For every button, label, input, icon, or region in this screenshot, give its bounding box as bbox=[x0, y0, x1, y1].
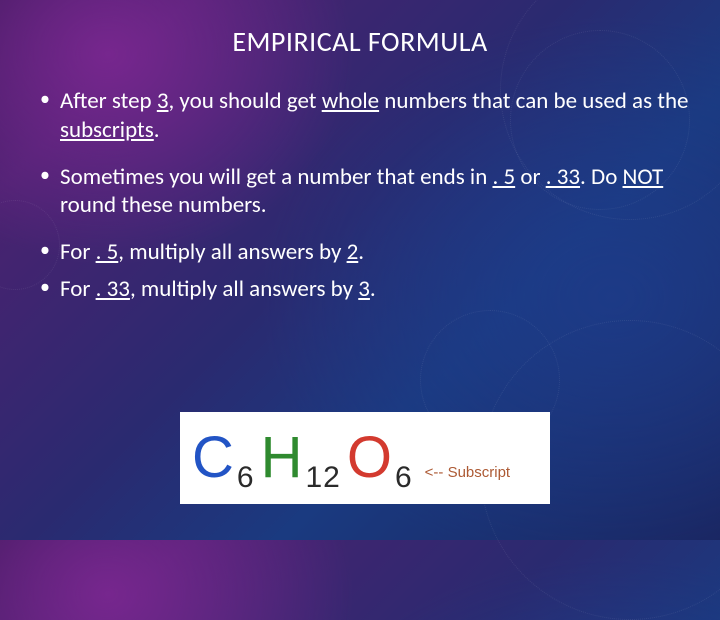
subscript: 6 bbox=[237, 463, 255, 493]
text: . Do bbox=[580, 163, 623, 191]
text: round these numbers. bbox=[60, 191, 267, 219]
element-h: H bbox=[261, 429, 304, 487]
underline-text: . 5 bbox=[492, 163, 515, 191]
underline-text: 2 bbox=[347, 238, 359, 266]
text: or bbox=[515, 163, 546, 191]
text: numbers that can be used as the bbox=[379, 87, 688, 115]
underline-text: . 5 bbox=[96, 238, 119, 266]
chemical-formula: C 6 H 12 O 6 bbox=[192, 429, 419, 487]
underline-text: subscripts bbox=[60, 116, 154, 144]
text: Sometimes you will get a number that end… bbox=[60, 163, 492, 191]
bullet-item-1: After step 3, you should get whole numbe… bbox=[36, 87, 690, 145]
underline-text: . 33 bbox=[546, 163, 580, 191]
underline-text: whole bbox=[322, 87, 379, 115]
text: For bbox=[60, 275, 96, 303]
bullet-item-2: Sometimes you will get a number that end… bbox=[36, 163, 690, 221]
text: , multiply all answers by bbox=[118, 238, 346, 266]
underline-text: 3 bbox=[358, 275, 370, 303]
text: . bbox=[358, 238, 364, 266]
bullet-list: After step 3, you should get whole numbe… bbox=[30, 87, 690, 304]
subscript: 6 bbox=[395, 463, 413, 493]
slide-title: EMPIRICAL FORMULA bbox=[30, 24, 690, 59]
bullet-item-4: For . 33, multiply all answers by 3. bbox=[36, 275, 690, 304]
underline-text: 3 bbox=[157, 87, 169, 115]
text: After step bbox=[60, 87, 157, 115]
element-c: C bbox=[192, 429, 235, 487]
bullet-item-3: For . 5, multiply all answers by 2. bbox=[36, 238, 690, 267]
underline-text: . 33 bbox=[96, 275, 130, 303]
text: , you should get bbox=[168, 87, 321, 115]
text: , multiply all answers by bbox=[130, 275, 358, 303]
subscript-annotation: <-- Subscript bbox=[425, 464, 510, 481]
underline-text: NOT bbox=[623, 163, 664, 191]
slide-container: EMPIRICAL FORMULA After step 3, you shou… bbox=[0, 0, 720, 540]
chemical-formula-box: C 6 H 12 O 6 <-- Subscript bbox=[180, 412, 550, 504]
text: . bbox=[154, 116, 160, 144]
subscript: 12 bbox=[305, 463, 340, 493]
text: . bbox=[370, 275, 376, 303]
element-o: O bbox=[347, 429, 393, 487]
text: For bbox=[60, 238, 96, 266]
